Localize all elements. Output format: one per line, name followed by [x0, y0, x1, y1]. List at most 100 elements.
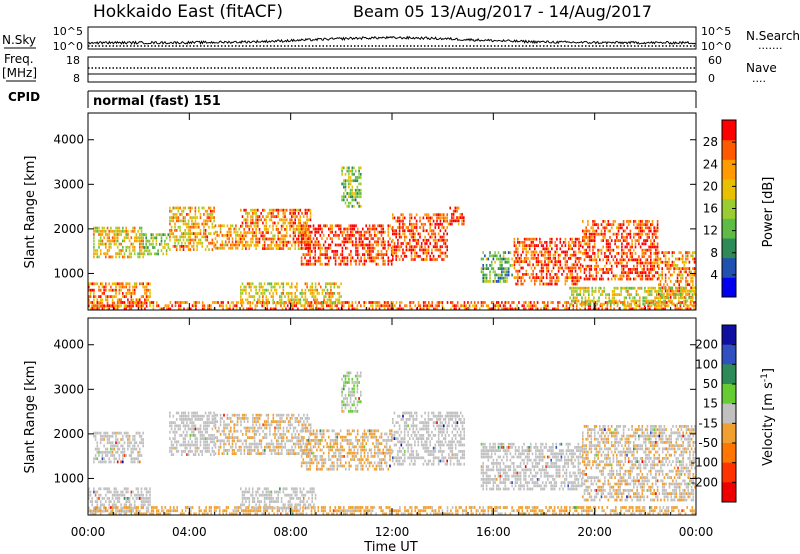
power-cell — [540, 250, 543, 254]
velocity-cell — [272, 420, 275, 423]
power-cell — [659, 301, 661, 304]
power-cell — [284, 301, 286, 305]
power-cell — [251, 231, 254, 234]
power-cell — [265, 218, 268, 222]
power-cell — [600, 252, 603, 255]
velocity-cell — [137, 490, 139, 494]
power-cell — [504, 260, 507, 264]
power-cell — [422, 258, 425, 261]
power-cell — [582, 290, 585, 293]
power-cell — [118, 226, 121, 230]
power-cell — [248, 295, 251, 298]
power-cell — [280, 304, 282, 308]
power-cell — [130, 229, 133, 233]
power-cell — [346, 204, 348, 208]
power-cell — [263, 288, 266, 292]
power-cell — [314, 259, 316, 263]
power-cell — [304, 224, 307, 228]
power-cell — [583, 268, 586, 271]
power-cell — [439, 251, 442, 255]
velocity-cell — [135, 447, 138, 451]
power-cell — [267, 298, 269, 302]
power-cell — [353, 179, 355, 183]
power-cell — [306, 301, 308, 305]
power-cell — [420, 258, 423, 261]
power-cell — [186, 225, 188, 229]
velocity-cell — [231, 452, 234, 455]
power-cell — [213, 206, 215, 210]
power-cell — [179, 225, 181, 229]
power-cell — [277, 231, 279, 234]
power-cell — [629, 232, 632, 236]
power-cell — [638, 232, 640, 236]
power-cell — [509, 307, 512, 311]
velocity-cell — [108, 497, 110, 500]
power-cell — [179, 229, 181, 232]
power-cell — [671, 264, 674, 267]
power-cell — [343, 243, 345, 247]
velocity-cell — [132, 444, 134, 448]
power-cell — [309, 253, 311, 256]
power-cell — [628, 304, 631, 308]
power-cell — [314, 253, 316, 256]
power-cell — [489, 264, 491, 267]
power-cell — [137, 304, 139, 308]
power-cell — [688, 267, 691, 270]
power-cell — [294, 231, 296, 234]
power-cell — [253, 244, 256, 247]
power-cell — [645, 301, 648, 304]
power-cell — [666, 260, 669, 264]
power-cell — [441, 251, 443, 255]
power-cell — [664, 307, 666, 311]
power-cell — [358, 253, 361, 256]
power-cell — [230, 230, 232, 234]
power-cell — [602, 258, 604, 262]
power-cell — [106, 298, 109, 302]
power-cell — [344, 179, 347, 183]
power-cell — [365, 243, 367, 247]
velocity-cell — [182, 414, 185, 418]
velocity-cell — [118, 431, 121, 435]
power-cell — [592, 252, 594, 255]
power-cell — [351, 301, 354, 304]
power-cell — [616, 301, 619, 304]
power-cell — [387, 227, 390, 231]
power-cell — [595, 261, 598, 265]
power-cell — [636, 268, 638, 271]
power-cell — [686, 299, 689, 303]
power-cell — [635, 301, 637, 304]
power-cell — [419, 245, 421, 249]
power-cell — [142, 239, 144, 243]
velocity-cell — [236, 420, 239, 423]
power-cell — [282, 288, 285, 292]
velocity-cell — [123, 447, 126, 451]
power-cell — [547, 282, 550, 286]
power-cell — [615, 293, 617, 296]
power-cell — [303, 304, 306, 308]
power-cell — [419, 304, 422, 308]
velocity-cell — [120, 460, 122, 464]
power-cell — [480, 257, 483, 261]
power-cell — [535, 273, 538, 276]
power-cell — [358, 237, 361, 240]
power-cell — [175, 206, 178, 210]
velocity-cell — [170, 424, 173, 428]
velocity-cell — [132, 497, 134, 500]
power-cell — [482, 276, 484, 280]
power-cell — [282, 292, 285, 295]
power-cell — [497, 273, 500, 277]
power-cell — [268, 247, 271, 250]
power-cell — [514, 307, 517, 311]
power-cell — [169, 229, 171, 232]
power-cell — [170, 216, 173, 219]
power-cell — [585, 268, 587, 271]
power-cell — [513, 244, 516, 247]
power-cell — [255, 221, 257, 225]
power-cell — [444, 245, 447, 249]
velocity-cell — [223, 413, 225, 417]
power-cell — [201, 301, 204, 304]
power-cell — [621, 252, 623, 255]
power-cell — [609, 301, 612, 304]
power-cell — [199, 213, 202, 216]
power-cell — [681, 273, 684, 277]
